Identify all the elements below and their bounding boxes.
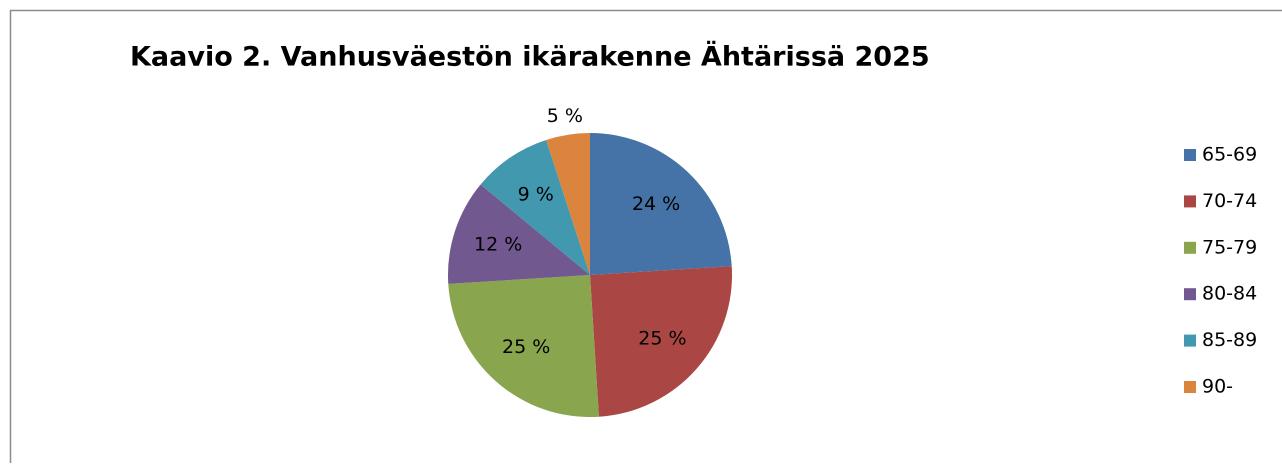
legend-label: 70-74	[1202, 190, 1257, 212]
legend-swatch	[1184, 288, 1196, 300]
legend-label: 90-	[1202, 376, 1233, 398]
data-label: 25 %	[638, 327, 686, 349]
data-label: 24 %	[632, 193, 680, 215]
data-label: 12 %	[474, 234, 522, 256]
legend-label: 85-89	[1202, 329, 1257, 351]
legend-swatch	[1184, 195, 1196, 207]
data-label: 9 %	[518, 184, 554, 206]
legend-label: 75-79	[1202, 236, 1257, 258]
data-label: 25 %	[502, 336, 550, 358]
legend-swatch	[1184, 242, 1196, 254]
chart-title: Kaavio 2. Vanhusväestön ikärakenne Ähtär…	[130, 41, 930, 73]
data-label: 5 %	[547, 105, 583, 127]
legend-label: 80-84	[1202, 283, 1257, 305]
legend-swatch	[1184, 335, 1196, 347]
legend-swatch	[1184, 149, 1196, 161]
legend-swatch	[1184, 381, 1196, 393]
legend-label: 65-69	[1202, 144, 1257, 166]
